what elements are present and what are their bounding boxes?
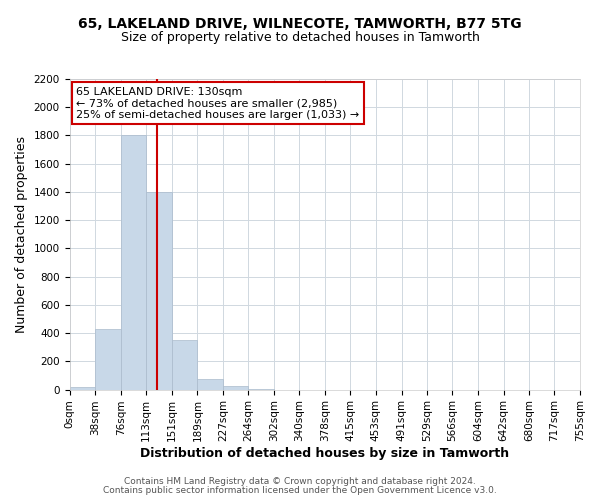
Text: Size of property relative to detached houses in Tamworth: Size of property relative to detached ho… (121, 31, 479, 44)
Bar (197, 379, 223, 390)
Bar (172, 340, 197, 390)
Bar (248, 389, 274, 390)
Bar (70, 387, 95, 390)
Bar (223, 386, 248, 390)
X-axis label: Distribution of detached houses by size in Tamworth: Distribution of detached houses by size … (140, 447, 509, 460)
Text: 65, LAKELAND DRIVE, WILNECOTE, TAMWORTH, B77 5TG: 65, LAKELAND DRIVE, WILNECOTE, TAMWORTH,… (78, 18, 522, 32)
Bar (95, 329, 121, 390)
Bar (121, 136, 146, 390)
Text: Contains HM Land Registry data © Crown copyright and database right 2024.: Contains HM Land Registry data © Crown c… (124, 477, 476, 486)
Text: Contains public sector information licensed under the Open Government Licence v3: Contains public sector information licen… (103, 486, 497, 495)
Y-axis label: Number of detached properties: Number of detached properties (15, 136, 28, 333)
Bar (146, 192, 172, 390)
Text: 65 LAKELAND DRIVE: 130sqm
← 73% of detached houses are smaller (2,985)
25% of se: 65 LAKELAND DRIVE: 130sqm ← 73% of detac… (76, 87, 359, 120)
